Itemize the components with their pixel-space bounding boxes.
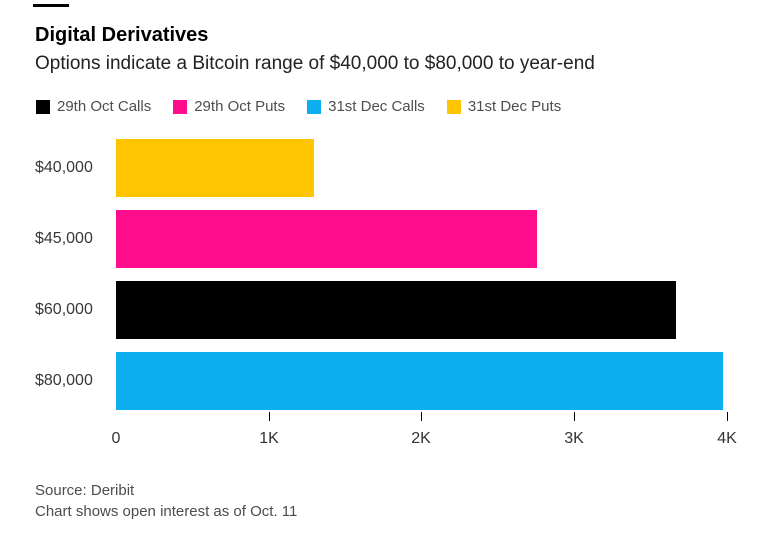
bar-29th-oct-puts <box>116 210 537 268</box>
accent-dash <box>33 4 69 7</box>
legend-label: 29th Oct Puts <box>194 98 286 115</box>
category-label: $60,000 <box>35 301 93 318</box>
bar-31st-dec-puts <box>116 139 314 197</box>
legend-label: 29th Oct Calls <box>57 98 152 115</box>
axis-tick <box>727 412 728 421</box>
axis-tick-label: 1K <box>259 430 279 447</box>
legend-item-1: 29th Oct Puts <box>173 98 285 115</box>
legend-swatch-icon <box>36 99 50 114</box>
category-label: $45,000 <box>35 230 93 247</box>
source-text: Source: Deribit <box>35 482 135 499</box>
axis-tick-label: 2K <box>411 430 431 447</box>
legend-label: 31st Dec Puts <box>467 98 562 115</box>
note-text: Chart shows open interest as of Oct. 11 <box>35 503 298 520</box>
axis-tick <box>574 412 575 421</box>
axis-tick-label: 3K <box>564 430 584 447</box>
axis-tick <box>269 412 270 421</box>
category-label: $80,000 <box>35 372 93 389</box>
chart-subtitle: Options indicate a Bitcoin range of $40,… <box>35 53 595 74</box>
legend-label: 31st Dec Calls <box>328 98 425 115</box>
chart-title: Digital Derivatives <box>35 24 209 46</box>
legend-swatch-icon <box>307 99 322 114</box>
legend-item-3: 31st Dec Puts <box>446 98 562 115</box>
axis-tick-label: 0 <box>111 430 121 447</box>
legend-swatch-icon <box>173 99 188 114</box>
category-label: $40,000 <box>35 159 93 176</box>
legend: 29th Oct Calls 29th Oct Puts 31st Dec Call… <box>36 98 561 115</box>
axis-tick-label: 4K <box>717 430 737 447</box>
legend-swatch-icon <box>446 99 461 114</box>
bar-31st-dec-calls <box>116 352 723 410</box>
bar-29th-oct-calls <box>116 281 676 339</box>
legend-item-2: 31st Dec Calls <box>307 98 425 115</box>
legend-item-0: 29th Oct Calls <box>36 98 151 115</box>
axis-tick <box>421 412 422 421</box>
